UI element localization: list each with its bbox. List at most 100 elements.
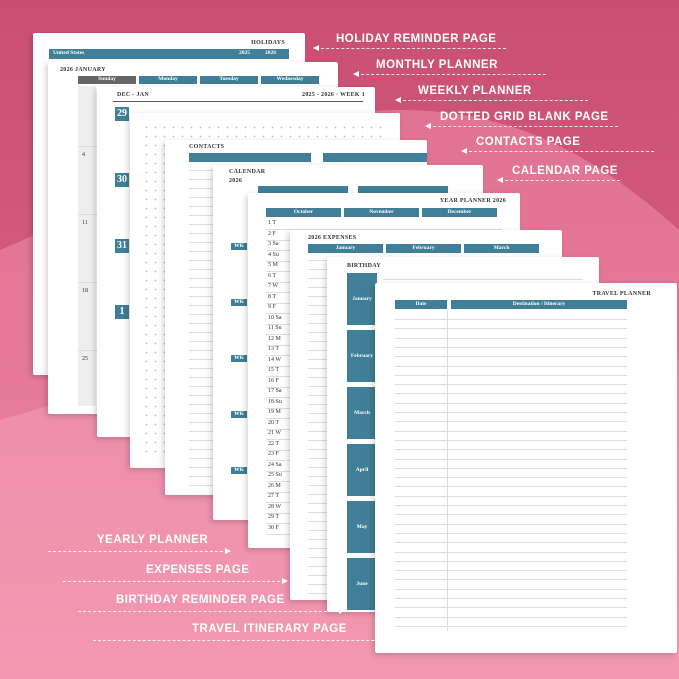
header-bar: United States 2025 2026 — [49, 49, 289, 59]
rule-line — [395, 579, 627, 581]
callout-arrow — [353, 71, 546, 77]
rule-line — [395, 356, 627, 358]
rule-line — [395, 495, 627, 497]
day-label: 9 F — [268, 304, 276, 310]
day-label: 28 W — [268, 503, 282, 510]
rule-line — [395, 570, 627, 572]
rule-line — [395, 588, 627, 590]
day-label: 24 Sa — [268, 461, 282, 468]
callout-label: YEARLY PLANNER — [97, 534, 209, 546]
day-label: 5 M — [268, 262, 278, 268]
day-label: 14 W — [268, 356, 282, 363]
month-header: October — [266, 208, 341, 217]
contact-bar — [189, 153, 311, 162]
callout-label: CONTACTS PAGE — [476, 136, 581, 148]
rule-line — [395, 514, 627, 516]
year: 2025 — [239, 50, 250, 56]
day-label: 4 Su — [268, 251, 279, 258]
date: 11 — [82, 220, 88, 226]
rule-line — [395, 449, 627, 451]
rule-line — [395, 560, 627, 562]
month-header: January — [308, 244, 383, 253]
month-block: February — [347, 330, 377, 382]
day-label: 22 T — [268, 440, 280, 447]
day-label: 2 F — [268, 230, 276, 237]
month-bar — [258, 186, 348, 193]
rule-line — [395, 486, 627, 488]
rule-line — [395, 374, 627, 376]
week-header: WK — [231, 299, 247, 306]
day-label: 26 M — [268, 482, 281, 489]
day-label: 8 T — [268, 293, 277, 300]
callout-arrow — [63, 578, 288, 584]
rule-line — [395, 337, 627, 339]
rule-line — [395, 542, 627, 544]
rule-line — [395, 319, 627, 320]
callout-arrow — [395, 97, 588, 103]
week-header: WK — [231, 411, 247, 418]
day-label: 27 T — [268, 493, 280, 499]
month-block: May — [347, 501, 377, 553]
date-box: 29 — [115, 107, 129, 121]
rule-line — [395, 467, 627, 469]
rule-line — [395, 598, 627, 599]
callout-arrow — [313, 45, 506, 51]
callout-label: CALENDAR PAGE — [512, 165, 618, 177]
day-label: 21 W — [268, 430, 282, 436]
callout-arrow — [497, 177, 620, 183]
rule-line — [395, 412, 627, 413]
day-label: 18 Su — [268, 398, 282, 405]
rule-line — [395, 523, 627, 525]
rule-line — [266, 229, 502, 230]
rule-line — [395, 625, 627, 627]
month-bar — [358, 186, 448, 193]
month-header: November — [344, 208, 419, 217]
day-label: 23 F — [268, 451, 279, 457]
callout-arrow — [48, 548, 231, 554]
date-box: 31 — [115, 239, 129, 253]
month-block: April — [347, 444, 377, 496]
month-header: December — [422, 208, 497, 217]
rule-line — [395, 421, 627, 423]
country: United States — [53, 50, 85, 56]
callout-label: EXPENSES PAGE — [146, 564, 250, 576]
rule-line — [383, 279, 583, 280]
rule-line — [395, 402, 627, 404]
month-block: January — [347, 273, 377, 325]
month-block: March — [347, 387, 377, 439]
rule-line — [395, 477, 627, 479]
column-header: Date — [395, 300, 447, 309]
rule-line — [395, 346, 627, 348]
callout-label: DOTTED GRID BLANK PAGE — [440, 111, 609, 123]
day-label: 25 Su — [268, 472, 282, 478]
week-header: WK — [231, 467, 247, 474]
page-title: 2026 EXPENSES — [308, 235, 357, 241]
month-block: June — [347, 558, 377, 610]
page-title: CALENDAR — [229, 169, 266, 175]
sidebar — [78, 86, 96, 406]
rule-line — [395, 551, 627, 553]
day-label: 6 T — [268, 272, 277, 279]
rule-line — [395, 439, 627, 441]
day-header: Monday — [139, 76, 197, 84]
day-label: 13 T — [268, 346, 280, 352]
week-header: WK — [231, 355, 247, 362]
column-header: Destination / Itinerary — [451, 300, 627, 309]
rule-line — [395, 532, 627, 534]
travel-page: TRAVEL PLANNER Date Destination / Itinerar… — [375, 283, 677, 653]
contact-bar — [323, 153, 427, 162]
column-divider — [447, 311, 448, 631]
day-label: 12 M — [268, 335, 281, 342]
year: 2026 — [229, 178, 243, 184]
date: 18 — [82, 288, 88, 294]
callout-arrow — [461, 148, 654, 154]
callout-arrow — [93, 637, 402, 643]
day-label: 30 F — [268, 524, 279, 531]
rule-line — [395, 328, 627, 330]
day-header: Sunday — [78, 76, 136, 84]
callout-arrow — [78, 608, 345, 614]
page-title: DEC - JAN — [117, 92, 150, 98]
day-label: 17 Sa — [268, 388, 282, 394]
callout-label: BIRTHDAY REMINDER PAGE — [116, 594, 285, 606]
date-box: 1 — [115, 305, 129, 319]
